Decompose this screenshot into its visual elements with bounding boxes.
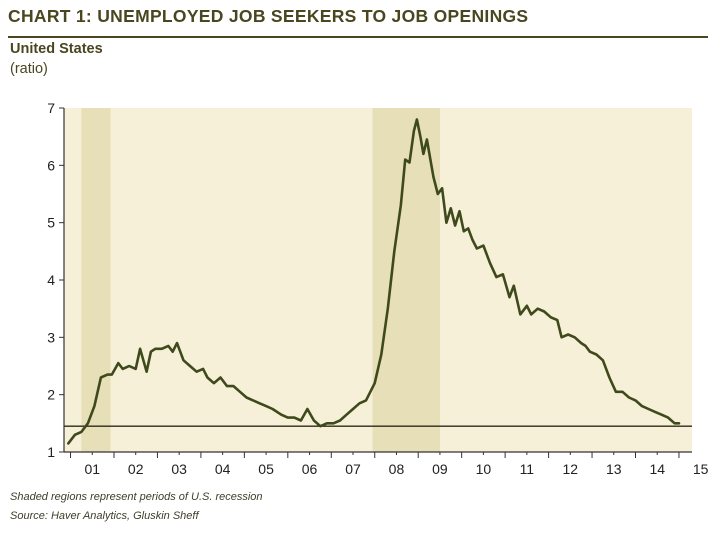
x-tick-label: 08 [389,461,405,477]
recession-band-2 [372,108,440,452]
chart-subtitle: United States [10,41,103,57]
title-rule [8,36,708,38]
y-tick-label: 1 [47,444,55,460]
x-tick-label: 13 [606,461,622,477]
ratio-series-line [67,118,681,445]
y-tick-label: 7 [47,100,55,116]
source-note: Source: Haver Analytics, Gluskin Sheff [10,510,199,522]
chart-title: CHART 1: UNEMPLOYED JOB SEEKERS TO JOB O… [8,6,529,26]
y-axis-unit: (ratio) [10,61,48,77]
y-tick-label: 2 [47,387,55,403]
x-tick-label: 06 [302,461,318,477]
x-tick-label: 07 [345,461,361,477]
x-tick-label: 05 [258,461,274,477]
x-tick-label: 02 [128,461,144,477]
x-tick-label: 04 [215,461,231,477]
y-tick-label: 6 [47,157,55,173]
x-tick-label: 10 [476,461,492,477]
x-tick-label: 01 [84,461,100,477]
y-tick-label: 4 [47,272,55,288]
y-tick-label: 3 [47,329,55,345]
x-tick-label: 09 [432,461,448,477]
x-tick-label: 11 [520,461,535,477]
y-tick-label: 5 [47,215,55,231]
x-tick-label: 12 [563,461,579,477]
recession-footnote: Shaded regions represent periods of U.S.… [10,491,263,503]
x-tick-label: 14 [649,461,665,477]
x-tick-label: 15 [693,461,709,477]
x-tick-label: 03 [171,461,187,477]
